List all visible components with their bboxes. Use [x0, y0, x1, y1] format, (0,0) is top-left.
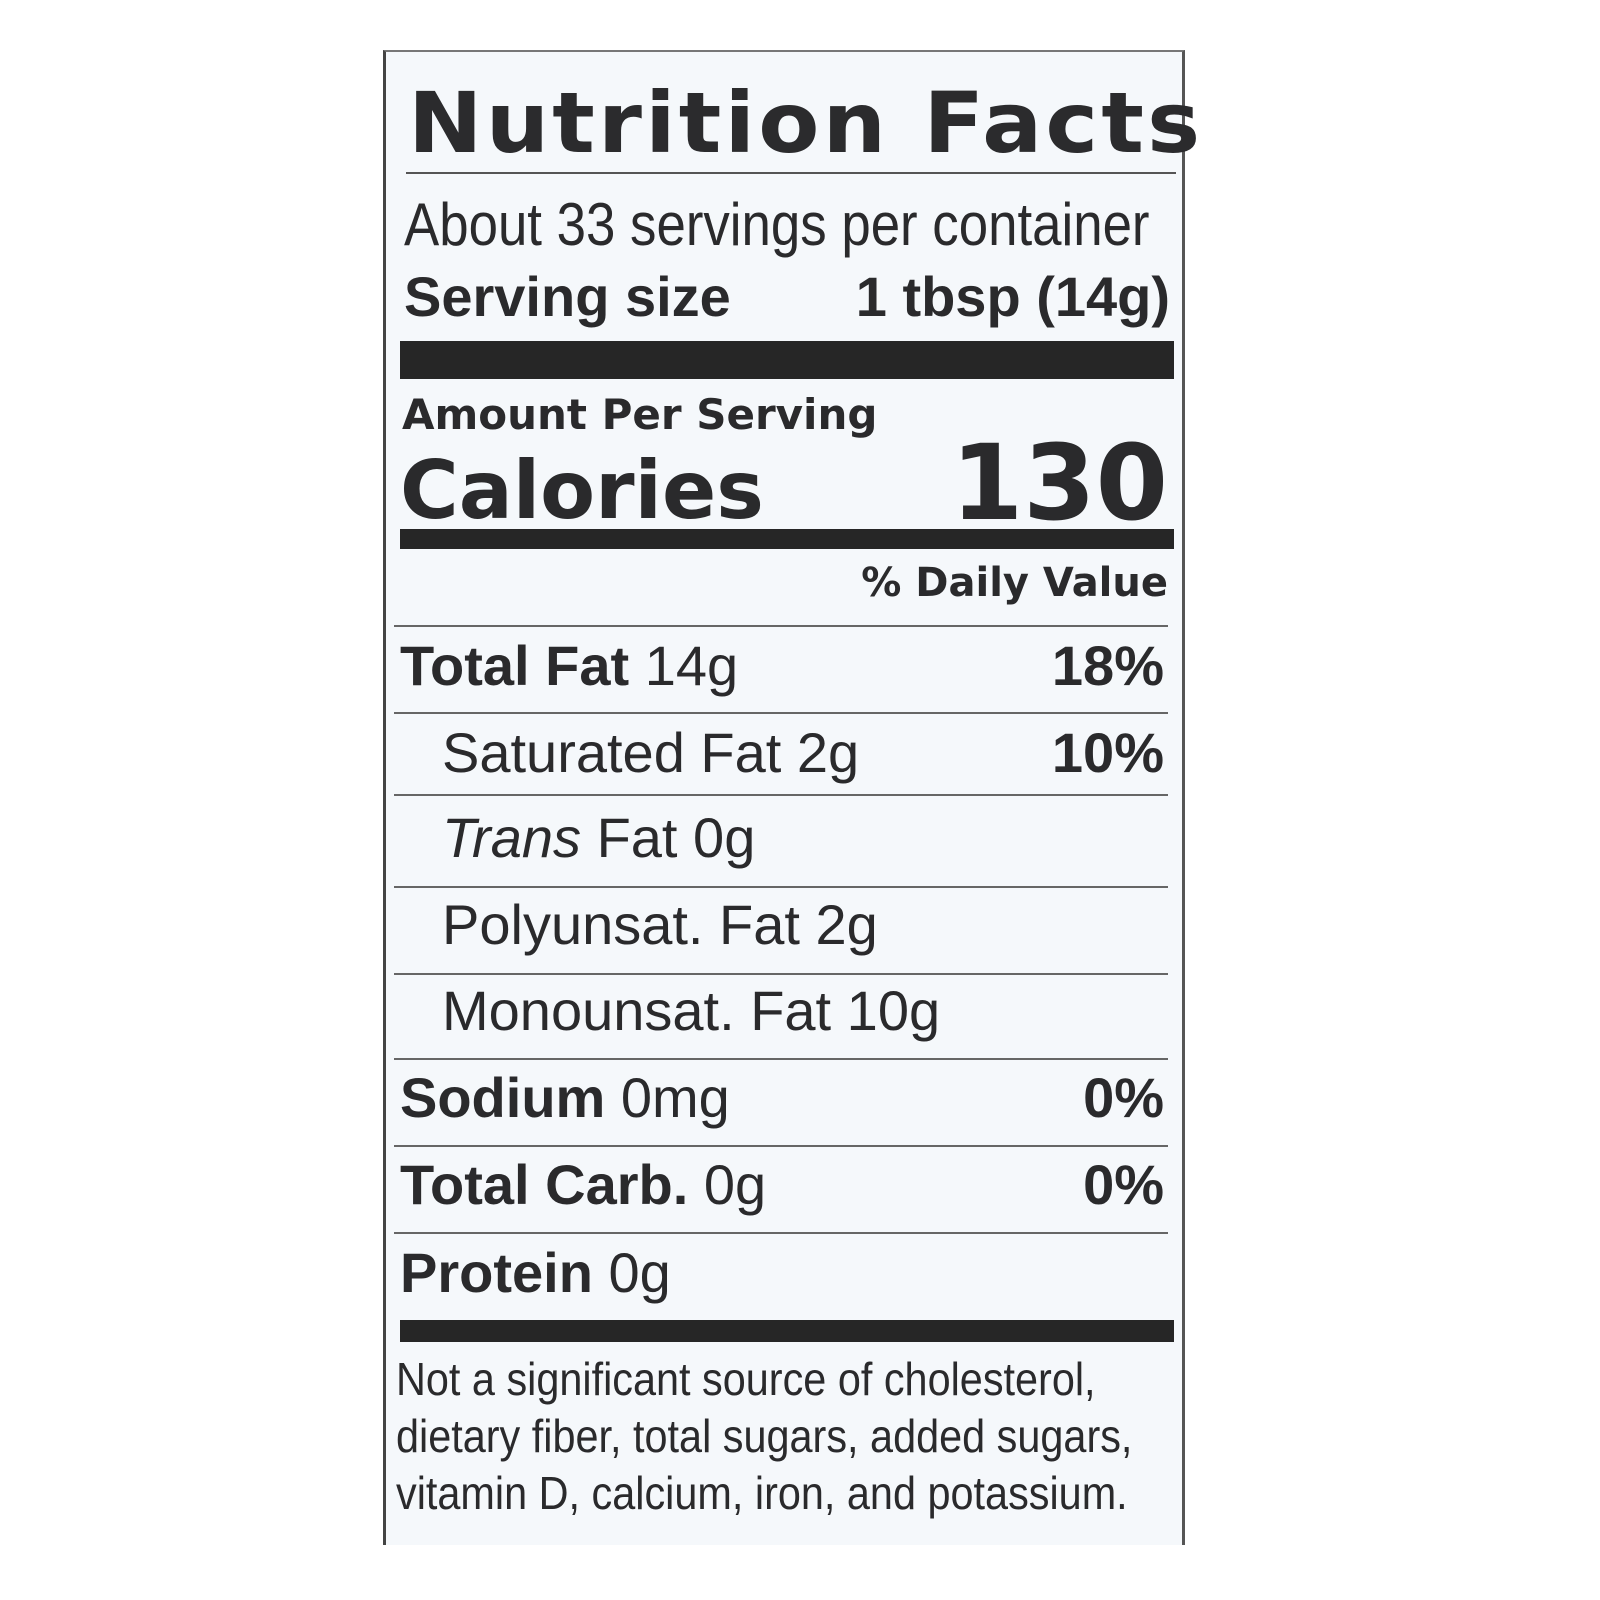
- calories-value: 130: [950, 422, 1168, 544]
- nutrient-name: Trans: [442, 805, 581, 869]
- amount-per-serving: Amount Per Serving: [402, 390, 878, 439]
- calories-label: Calories: [400, 444, 764, 537]
- nutrient-name-amount: Protein 0g: [400, 1240, 671, 1305]
- daily-value-header: % Daily Value: [861, 560, 1168, 606]
- nutrient-amount: 0mg: [620, 1065, 730, 1129]
- nutrient-row: Trans Fat 0g: [400, 805, 1164, 870]
- nutrient-row: Saturated Fat 2g 10%: [400, 720, 1164, 785]
- nutrient-name: Total Carb.: [400, 1152, 689, 1216]
- nutrient-row: Sodium 0mg 0%: [400, 1065, 1164, 1130]
- divider: [394, 625, 1168, 627]
- divider: [394, 886, 1168, 888]
- nutrient-name-amount: Sodium 0mg: [400, 1065, 730, 1130]
- footnote-line: dietary fiber, total sugars, added sugar…: [396, 1410, 1133, 1462]
- nutrient-amount: 0g: [693, 805, 756, 869]
- nutrient-name-amount: Monounsat. Fat 10g: [442, 978, 940, 1043]
- nutrient-name-suffix: Fat: [596, 805, 678, 869]
- divider: [394, 1232, 1168, 1234]
- thick-divider-bottom: [400, 1320, 1174, 1342]
- nutrient-name: Sodium: [400, 1065, 606, 1129]
- nutrient-name-amount: Saturated Fat 2g: [442, 720, 859, 785]
- divider: [394, 712, 1168, 714]
- nutrient-name-amount: Trans Fat 0g: [442, 805, 755, 870]
- nutrient-amount: 2g: [796, 720, 860, 784]
- medium-divider: [400, 529, 1174, 549]
- nutrient-daily-value: 10%: [1051, 720, 1164, 784]
- nutrient-row: Monounsat. Fat 10g: [400, 978, 1164, 1043]
- serving-size-value: 1 tbsp (14g): [855, 265, 1170, 328]
- nutrient-name: Protein: [400, 1240, 593, 1304]
- servings-per-container: About 33 servings per container: [404, 191, 1150, 258]
- nutrient-name-amount: Total Carb. 0g: [400, 1152, 766, 1217]
- nutrient-row: Total Carb. 0g 0%: [400, 1152, 1164, 1217]
- divider: [394, 1058, 1168, 1060]
- nutrient-daily-value: 0%: [1083, 1065, 1164, 1129]
- nutrient-amount: 2g: [815, 892, 878, 956]
- divider: [406, 172, 1176, 174]
- nutrient-row: Polyunsat. Fat 2g: [400, 892, 1164, 957]
- divider: [394, 1145, 1168, 1147]
- nutrient-name: Total Fat: [400, 633, 630, 697]
- nutrient-amount: 14g: [644, 633, 739, 697]
- thick-divider: [400, 341, 1174, 379]
- nutrient-name-amount: Total Fat 14g: [400, 633, 738, 698]
- nutrient-row: Protein 0g: [400, 1240, 1164, 1305]
- nutrient-amount: 0g: [608, 1240, 671, 1304]
- nutrient-daily-value: 0%: [1083, 1152, 1164, 1216]
- nutrient-daily-value: 18%: [1051, 633, 1164, 697]
- nutrient-name: Polyunsat. Fat: [442, 892, 800, 956]
- nutrient-name: Monounsat. Fat: [442, 978, 832, 1042]
- divider: [394, 973, 1168, 975]
- footnote-line: Not a significant source of cholesterol,: [396, 1353, 1096, 1405]
- nutrient-amount: 10g: [846, 978, 941, 1042]
- nutrient-row: Total Fat 14g 18%: [400, 633, 1164, 698]
- nutrient-amount: 0g: [703, 1152, 767, 1216]
- divider: [394, 794, 1168, 796]
- nutrition-facts-label: Nutrition Facts About 33 servings per co…: [383, 50, 1200, 1545]
- footnote-line: vitamin D, calcium, iron, and potassium.: [396, 1467, 1128, 1519]
- serving-size-label: Serving size: [404, 265, 731, 328]
- nutrient-name: Saturated Fat: [442, 720, 782, 784]
- nutrient-name-amount: Polyunsat. Fat 2g: [442, 892, 878, 957]
- label-title: Nutrition Facts: [408, 74, 1204, 172]
